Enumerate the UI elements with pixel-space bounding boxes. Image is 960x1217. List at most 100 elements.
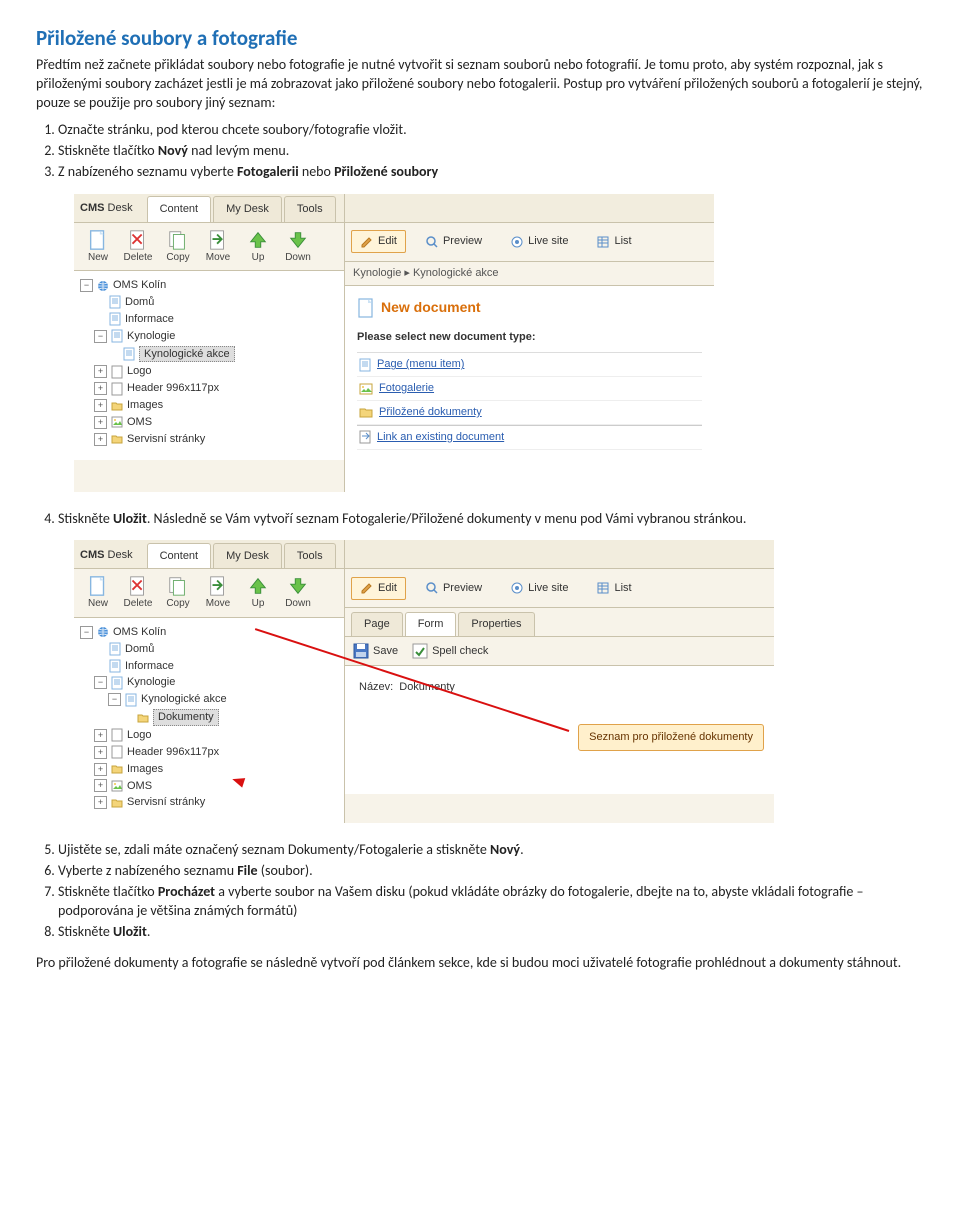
- tree-item[interactable]: +Servisní stránky: [80, 431, 338, 448]
- list-icon: [596, 581, 610, 595]
- tool-copy[interactable]: Copy: [158, 229, 198, 265]
- expand-icon[interactable]: −: [80, 279, 93, 292]
- view-list[interactable]: List: [587, 577, 640, 600]
- tool-down-label: Down: [285, 251, 311, 265]
- tree-item-selected[interactable]: Dokumenty: [80, 708, 338, 727]
- tree-root[interactable]: −OMS Kolín: [80, 624, 338, 641]
- doctype-prilozene[interactable]: Přiložené dokumenty: [357, 401, 702, 425]
- edit-icon: [360, 235, 374, 249]
- tree-item[interactable]: +Logo: [80, 363, 338, 380]
- cms-logo: CMS Desk: [80, 548, 133, 569]
- image-icon: [111, 415, 123, 429]
- tool-delete[interactable]: Delete: [118, 229, 158, 265]
- step-8-a: Stiskněte: [58, 923, 113, 940]
- tool-delete[interactable]: Delete: [118, 575, 158, 611]
- expand-icon[interactable]: +: [94, 399, 107, 412]
- view-preview[interactable]: Preview: [416, 230, 491, 253]
- tree-item-selected[interactable]: Kynologické akce: [80, 345, 338, 364]
- tool-down[interactable]: Down: [278, 229, 318, 265]
- tree-label: Header 996x117px: [127, 381, 219, 396]
- expand-blank: [108, 348, 119, 359]
- tab-content[interactable]: Content: [147, 543, 212, 569]
- tree-item[interactable]: + Header 996x117px: [80, 380, 338, 397]
- subtab-form[interactable]: Form: [405, 612, 457, 636]
- view-edit[interactable]: Edit: [351, 230, 406, 253]
- view-livesite[interactable]: Live site: [501, 230, 577, 253]
- tree-item[interactable]: +OMS: [80, 778, 338, 795]
- tree-item[interactable]: Informace: [80, 658, 338, 675]
- tool-up-label: Up: [252, 251, 265, 265]
- step-8: Stiskněte Uložit.: [58, 923, 924, 942]
- tree-item[interactable]: Informace: [80, 311, 338, 328]
- tab-tools[interactable]: Tools: [284, 543, 336, 569]
- subtab-page[interactable]: Page: [351, 612, 403, 636]
- expand-icon[interactable]: +: [94, 729, 107, 742]
- tree-label: Kynologické akce: [141, 692, 227, 707]
- folder-icon: [137, 711, 149, 725]
- tool-down[interactable]: Down: [278, 575, 318, 611]
- tab-mydesk[interactable]: My Desk: [213, 196, 282, 222]
- tool-move[interactable]: Move: [198, 575, 238, 611]
- tree-item[interactable]: +Header 996x117px: [80, 744, 338, 761]
- tree-item[interactable]: − Kynologické akce: [80, 691, 338, 708]
- tree-item[interactable]: +Logo: [80, 727, 338, 744]
- tool-move[interactable]: Move: [198, 229, 238, 265]
- expand-icon[interactable]: +: [94, 746, 107, 759]
- subtabs: Page Form Properties: [345, 608, 774, 637]
- expand-icon[interactable]: +: [94, 779, 107, 792]
- view-livesite-label: Live site: [528, 581, 568, 596]
- expand-icon[interactable]: −: [94, 676, 107, 689]
- cms-logo-bold: CMS: [80, 202, 104, 214]
- tree-item[interactable]: +OMS: [80, 414, 338, 431]
- expand-icon[interactable]: −: [108, 693, 121, 706]
- tree-item[interactable]: +Images: [80, 761, 338, 778]
- expand-icon[interactable]: +: [94, 433, 107, 446]
- expand-icon[interactable]: +: [94, 763, 107, 776]
- tree-item[interactable]: +Images: [80, 397, 338, 414]
- tree-item[interactable]: Domů: [80, 294, 338, 311]
- expand-icon[interactable]: +: [94, 416, 107, 429]
- spellcheck-label: Spell check: [432, 644, 488, 659]
- delete-icon: [127, 229, 149, 251]
- tab-mydesk[interactable]: My Desk: [213, 543, 282, 569]
- expand-icon[interactable]: −: [94, 330, 107, 343]
- expand-blank: [122, 712, 133, 723]
- view-livesite[interactable]: Live site: [501, 577, 577, 600]
- step-5-a: Ujistěte se, zdali máte označený seznam …: [58, 841, 490, 858]
- tree-root[interactable]: −OMS Kolín: [80, 277, 338, 294]
- expand-icon[interactable]: −: [80, 626, 93, 639]
- select-doctype-label: Please select new document type:: [357, 330, 702, 345]
- doctype-fotogalerie[interactable]: Fotogalerie: [357, 377, 702, 401]
- spellcheck-icon: [412, 643, 428, 659]
- tool-copy[interactable]: Copy: [158, 575, 198, 611]
- view-list-label: List: [614, 234, 631, 249]
- tab-content[interactable]: Content: [147, 196, 212, 222]
- spellcheck-button[interactable]: Spell check: [412, 643, 488, 659]
- view-preview[interactable]: Preview: [416, 577, 491, 600]
- page-title: Přiložené soubory a fotografie: [36, 24, 924, 52]
- tree-item[interactable]: −Kynologie: [80, 674, 338, 691]
- tool-new[interactable]: New: [78, 229, 118, 265]
- step-2-text-a: Stiskněte tlačítko: [58, 142, 158, 159]
- preview-icon: [425, 581, 439, 595]
- tool-up[interactable]: Up: [238, 575, 278, 611]
- subtab-properties[interactable]: Properties: [458, 612, 534, 636]
- doctype-link[interactable]: Link an existing document: [357, 425, 702, 450]
- folder-icon: [111, 432, 123, 446]
- tool-new[interactable]: New: [78, 575, 118, 611]
- expand-icon[interactable]: +: [94, 382, 107, 395]
- doctype-page[interactable]: Page (menu item): [357, 353, 702, 377]
- view-preview-label: Preview: [443, 581, 482, 596]
- tool-up[interactable]: Up: [238, 229, 278, 265]
- expand-icon[interactable]: +: [94, 365, 107, 378]
- expand-blank: [94, 297, 105, 308]
- tab-tools[interactable]: Tools: [284, 196, 336, 222]
- save-button[interactable]: Save: [353, 643, 398, 659]
- step-2: Stiskněte tlačítko Nový nad levým menu.: [58, 142, 924, 161]
- expand-icon[interactable]: +: [94, 796, 107, 809]
- tree-item[interactable]: +Servisní stránky: [80, 794, 338, 811]
- view-list[interactable]: List: [587, 230, 640, 253]
- folder-icon: [111, 399, 123, 413]
- tree-item[interactable]: −Kynologie: [80, 328, 338, 345]
- view-edit[interactable]: Edit: [351, 577, 406, 600]
